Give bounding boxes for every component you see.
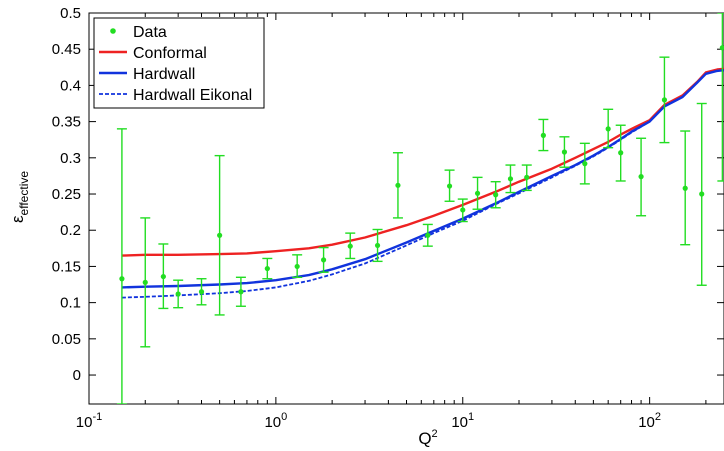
data-marker — [374, 242, 381, 249]
data-point — [615, 124, 626, 182]
data-marker — [719, 45, 724, 51]
data-point — [318, 246, 329, 273]
data-marker — [294, 263, 300, 270]
data-point — [262, 257, 273, 280]
x-tick-label: 100 — [264, 411, 287, 431]
x-tick-label: 102 — [638, 411, 661, 431]
data-marker — [699, 191, 705, 197]
data-marker — [264, 265, 270, 272]
data-point — [422, 223, 433, 247]
data-point — [659, 56, 670, 144]
data-marker — [618, 150, 624, 156]
data-marker — [638, 174, 644, 180]
data-point — [444, 169, 455, 202]
data-point — [680, 130, 691, 246]
y-tick-label: 0.15 — [52, 258, 81, 275]
data-point — [196, 278, 207, 306]
legend-label-hardwall-eikonal: Hardwall Eikonal — [133, 87, 252, 104]
data-marker — [446, 183, 453, 189]
data-point — [116, 128, 127, 404]
data-marker — [320, 257, 327, 263]
y-tick-label: 0.25 — [52, 186, 81, 203]
data-marker — [493, 192, 499, 198]
data-point — [173, 279, 184, 309]
data-marker — [119, 276, 125, 282]
data-point — [457, 198, 468, 223]
legend-label-hardwall: Hardwall — [133, 66, 195, 83]
data-point — [140, 217, 151, 348]
data-point — [538, 118, 549, 152]
y-tick-label: 0.35 — [52, 114, 81, 131]
series-layer — [116, 13, 724, 404]
data-point — [505, 164, 516, 194]
data-marker — [175, 291, 181, 297]
data-point — [636, 137, 647, 217]
data-point — [603, 108, 614, 149]
data-point — [372, 228, 383, 263]
data-marker — [682, 185, 688, 191]
y-tick-label: 0.3 — [60, 150, 81, 167]
data-marker — [198, 289, 205, 295]
data-marker — [238, 289, 244, 295]
data-point — [559, 136, 570, 168]
y-tick-label: 0 — [73, 367, 81, 384]
data-point — [472, 176, 483, 210]
y-tick-label: 0.1 — [60, 295, 81, 312]
data-marker — [460, 207, 466, 213]
legend-label-conformal: Conformal — [133, 45, 207, 62]
y-axis-label: εeffective — [8, 171, 31, 223]
data-point — [392, 152, 403, 219]
data-point — [490, 181, 501, 209]
legend-marker-data — [110, 28, 116, 34]
data-point — [717, 13, 724, 182]
series-line-conformal — [121, 67, 724, 257]
data-marker — [474, 190, 481, 196]
data-marker — [160, 273, 166, 280]
data-marker — [217, 232, 223, 238]
y-tick-label: 0.45 — [52, 41, 81, 58]
y-tick-label: 0.05 — [52, 331, 81, 348]
y-tick-label: 0.2 — [60, 222, 81, 239]
series-line-hardwall-eikonal — [121, 69, 724, 299]
x-tick-label: 10-1 — [76, 411, 102, 431]
data-point — [235, 276, 246, 307]
data-marker — [507, 176, 514, 182]
data-marker — [561, 149, 568, 155]
y-tick-label: 0.4 — [60, 77, 81, 94]
axes: 0 0.05 0.1 0.15 0.2 0.25 0.3 0.35 0.4 0.45 0.5 10-1… — [52, 5, 724, 431]
data-point — [345, 232, 356, 260]
data-marker — [347, 243, 353, 249]
data-point — [214, 154, 225, 316]
data-marker — [582, 161, 588, 167]
legend-label-data: Data — [133, 24, 167, 41]
data-marker — [540, 132, 546, 138]
legend-box — [93, 17, 265, 109]
x-axis-label: Q2 — [418, 428, 437, 448]
data-marker — [425, 232, 431, 238]
data-point — [158, 243, 169, 310]
y-tick-label: 0.5 — [60, 5, 81, 22]
data-point — [521, 164, 532, 192]
data-marker — [142, 279, 148, 285]
x-tick-label: 101 — [451, 411, 474, 431]
data-point — [292, 254, 303, 278]
data-marker — [524, 174, 530, 180]
data-point — [579, 142, 590, 185]
data-marker — [661, 97, 668, 103]
data-marker — [605, 126, 611, 132]
data-point — [696, 102, 707, 286]
data-marker — [395, 182, 401, 188]
legend: Data Conformal Hardwall Hardwall Eikonal — [93, 17, 265, 109]
